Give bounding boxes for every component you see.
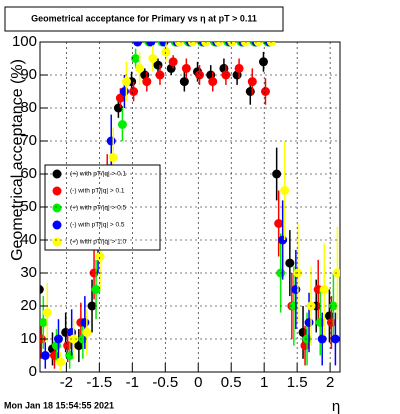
data-point bbox=[69, 334, 79, 344]
x-tick-label: 0.5 bbox=[221, 374, 242, 391]
data-point bbox=[266, 42, 276, 47]
y-tick-label: 20 bbox=[20, 297, 37, 314]
data-point bbox=[95, 252, 105, 261]
data-point bbox=[214, 42, 224, 47]
data-point bbox=[142, 77, 152, 87]
data-point bbox=[121, 77, 131, 87]
plot-area bbox=[40, 42, 340, 372]
data-point bbox=[274, 219, 284, 228]
data-point bbox=[155, 70, 165, 80]
data-point bbox=[40, 351, 50, 360]
legend-marker bbox=[52, 220, 62, 230]
data-point bbox=[87, 301, 97, 311]
data-point bbox=[245, 87, 255, 96]
data-point bbox=[253, 42, 263, 47]
x-tick-label: 1 bbox=[260, 374, 268, 391]
data-point bbox=[227, 42, 237, 47]
data-point bbox=[108, 153, 118, 162]
chart-title: Geometrical acceptance for Primary vs η … bbox=[31, 13, 257, 23]
data-point bbox=[258, 57, 268, 67]
x-tick-label: -1 bbox=[126, 374, 139, 391]
data-point bbox=[115, 93, 125, 103]
y-tick-label: 90 bbox=[20, 66, 37, 83]
y-tick-label: 40 bbox=[20, 231, 37, 248]
y-tick-label: 30 bbox=[20, 264, 37, 281]
y-tick-label: 10 bbox=[20, 330, 37, 347]
data-point bbox=[135, 63, 145, 73]
data-point bbox=[174, 42, 184, 47]
x-tick-label: -2 bbox=[60, 374, 73, 391]
x-tick-label: -0.5 bbox=[152, 374, 178, 391]
data-point bbox=[319, 285, 329, 294]
legend-marker bbox=[52, 237, 62, 247]
x-tick-label: 0 bbox=[194, 374, 202, 391]
legend-box bbox=[44, 164, 161, 251]
data-point bbox=[317, 334, 327, 344]
x-tick-label: -1.5 bbox=[86, 374, 112, 391]
data-point bbox=[260, 87, 270, 96]
data-point bbox=[332, 268, 340, 278]
data-point bbox=[40, 285, 44, 294]
y-tick-label: 100 bbox=[12, 33, 37, 50]
y-axis-label: Geometrical acceptance (%) bbox=[9, 59, 26, 261]
data-point bbox=[119, 87, 129, 96]
data-point bbox=[247, 77, 257, 87]
legend-label: (-) with pT/|q| > 0.1 bbox=[70, 188, 125, 195]
data-point bbox=[187, 42, 197, 47]
data-point bbox=[326, 318, 336, 327]
data-point bbox=[117, 120, 127, 129]
x-axis-label: η bbox=[332, 398, 340, 414]
data-point bbox=[315, 318, 325, 327]
data-point bbox=[234, 63, 244, 73]
y-tick-label: 50 bbox=[20, 198, 37, 215]
footer-date: Mon Jan 18 15:54:55 2021 bbox=[4, 400, 114, 410]
data-point bbox=[201, 42, 211, 47]
data-point bbox=[161, 47, 171, 57]
data-point bbox=[168, 57, 178, 67]
y-tick-label: 0 bbox=[29, 363, 37, 380]
legend-label: (+) with pT/|q| > 0.5 bbox=[70, 205, 127, 212]
data-point bbox=[179, 77, 189, 87]
x-tick-label: 2 bbox=[326, 374, 334, 391]
data-point bbox=[285, 258, 295, 268]
title-box bbox=[4, 6, 284, 32]
data-point bbox=[304, 318, 314, 327]
data-point bbox=[293, 268, 303, 278]
data-point bbox=[82, 327, 92, 337]
legend-label: (+) with pT/|q| > 0.1 bbox=[70, 171, 127, 178]
legend-label: (+) with pT/|q| > 1.0 bbox=[70, 239, 127, 246]
data-point bbox=[148, 54, 158, 63]
data-point bbox=[74, 341, 84, 351]
data-point bbox=[208, 77, 218, 87]
data-point bbox=[328, 301, 338, 311]
legend: (+) with pT/|q| > 0.1 (-) with pT/|q| > 0… bbox=[44, 164, 161, 251]
data-point bbox=[291, 285, 301, 294]
y-tick-label: 80 bbox=[20, 99, 37, 116]
data-point bbox=[91, 285, 101, 294]
x-tick-label: 1.5 bbox=[287, 374, 308, 391]
data-point bbox=[42, 308, 52, 318]
y-tick-label: 60 bbox=[20, 165, 37, 182]
data-point bbox=[129, 87, 139, 96]
data-point bbox=[53, 334, 63, 344]
data-point bbox=[280, 186, 290, 195]
legend-marker bbox=[52, 186, 62, 196]
y-tick-label: 70 bbox=[20, 132, 37, 149]
data-point bbox=[131, 54, 141, 63]
data-point bbox=[133, 42, 143, 47]
data-point bbox=[80, 318, 90, 327]
data-point bbox=[55, 357, 65, 367]
data-point bbox=[181, 63, 191, 73]
legend-marker bbox=[52, 203, 62, 213]
data-point bbox=[195, 70, 205, 80]
data-point bbox=[40, 318, 48, 327]
legend-label: (-) with pT/|q| > 0.5 bbox=[70, 222, 125, 229]
data-point bbox=[240, 42, 250, 47]
